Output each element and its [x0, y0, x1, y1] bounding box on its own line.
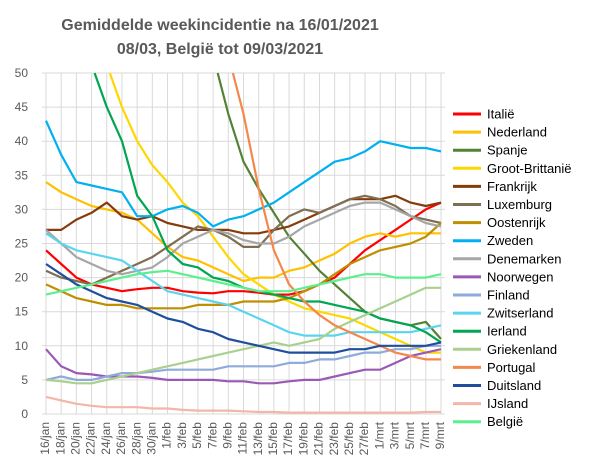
x-tick-label: 5/mrt [403, 421, 417, 449]
y-tick-label: 15 [15, 305, 29, 319]
legend-label: Denemarken [487, 251, 561, 266]
legend-label: Zwitserland [487, 306, 553, 321]
y-tick-label: 0 [21, 407, 28, 421]
legend-label: Noorwegen [487, 269, 554, 284]
legend-label: Frankrijk [487, 179, 537, 194]
legend-label: Zweden [487, 233, 533, 248]
y-tick-label: 30 [15, 202, 29, 216]
x-tick-label: 3/feb [175, 422, 189, 449]
x-tick-label: 28/jan [129, 422, 143, 455]
series-line [45, 194, 442, 286]
legend-label: Oostenrijk [487, 215, 546, 230]
x-tick-label: 19/feb [296, 422, 310, 456]
chart-subtitle: 08/03, België tot 09/03/2021 [117, 41, 323, 58]
legend-label: Italië [487, 107, 514, 122]
x-tick-label: 1/mrt [372, 421, 386, 449]
series-line [231, 72, 441, 361]
y-tick-label: 50 [15, 66, 29, 80]
legend-label: IJsland [487, 396, 528, 411]
x-tick-label: 5/feb [190, 422, 204, 449]
legend-label: Finland [487, 288, 530, 303]
x-tick-label: 16/jan [38, 422, 52, 455]
x-tick-labels: 16/jan 18/jan 20/jan 22/jan 24/jan 26/jan 28/j… [38, 421, 447, 455]
y-tick-label: 35 [15, 168, 29, 182]
x-tick-label: 15/feb [266, 422, 280, 456]
x-tick-label: 20/jan [69, 422, 83, 455]
y-tick-label: 45 [15, 100, 29, 114]
x-tick-label: 26/jan [114, 422, 128, 455]
y-tick-label: 40 [15, 134, 29, 148]
x-tick-label: 25/feb [342, 422, 356, 456]
legend-label: Duitsland [487, 378, 541, 393]
x-tick-label: 9/mrt [433, 421, 447, 449]
x-tick-label: 24/jan [99, 422, 113, 455]
series-line [45, 181, 441, 283]
x-tick-label: 7/feb [205, 422, 219, 449]
series-line [45, 348, 442, 385]
series-line [216, 72, 442, 340]
series-line [45, 344, 441, 381]
x-tick-label: 11/feb [236, 422, 250, 455]
x-tick-label: 27/feb [357, 422, 371, 456]
y-tick-label: 5 [21, 373, 28, 387]
series-line [93, 72, 442, 344]
x-tick-label: 18/jan [53, 422, 67, 455]
series-line [45, 263, 442, 354]
x-tick-label: 23/feb [327, 422, 341, 456]
y-tick-labels: 0 5 10 15 20 25 30 35 40 45 50 [15, 66, 29, 421]
x-tick-label: 9/feb [220, 422, 234, 449]
legend-label: Spanje [487, 143, 527, 158]
series-line [45, 201, 442, 296]
series-line [44, 120, 442, 228]
x-tick-label: 13/feb [251, 422, 265, 456]
legend-label: Portugal [487, 360, 536, 375]
y-tick-label: 10 [15, 339, 29, 353]
x-tick-label: 22/jan [84, 422, 98, 455]
series-line [45, 269, 442, 296]
x-tick-label: 1/feb [160, 422, 174, 449]
legend-label: België [487, 414, 523, 429]
series-line [45, 222, 442, 310]
series-line [46, 194, 442, 235]
series-line [45, 395, 441, 414]
legend-label: Groot-Brittanië [487, 161, 572, 176]
y-tick-label: 25 [15, 237, 29, 251]
x-tick-label: 3/mrt [388, 421, 402, 449]
series-line [45, 201, 442, 276]
x-tick-label: 21/feb [312, 422, 326, 456]
x-tick-label: 17/feb [281, 422, 295, 456]
series-lines [44, 72, 442, 414]
x-tick-label: 30/jan [145, 422, 159, 455]
legend-label: Nederland [487, 125, 547, 140]
legend-label: Ierland [487, 324, 527, 339]
x-tick-label: 7/mrt [418, 421, 432, 449]
series-line [45, 232, 442, 337]
y-tick-label: 20 [15, 271, 29, 285]
legend-label: Griekenland [487, 342, 557, 357]
chart-title: Gemiddelde weekincidentie na 16/01/2021 [61, 17, 379, 34]
legend: Italië Nederland Spanje Groot-Brittanië Fran… [453, 107, 572, 429]
series-line [45, 286, 441, 385]
grid-lines [42, 72, 445, 415]
legend-label: Luxemburg [487, 197, 552, 212]
